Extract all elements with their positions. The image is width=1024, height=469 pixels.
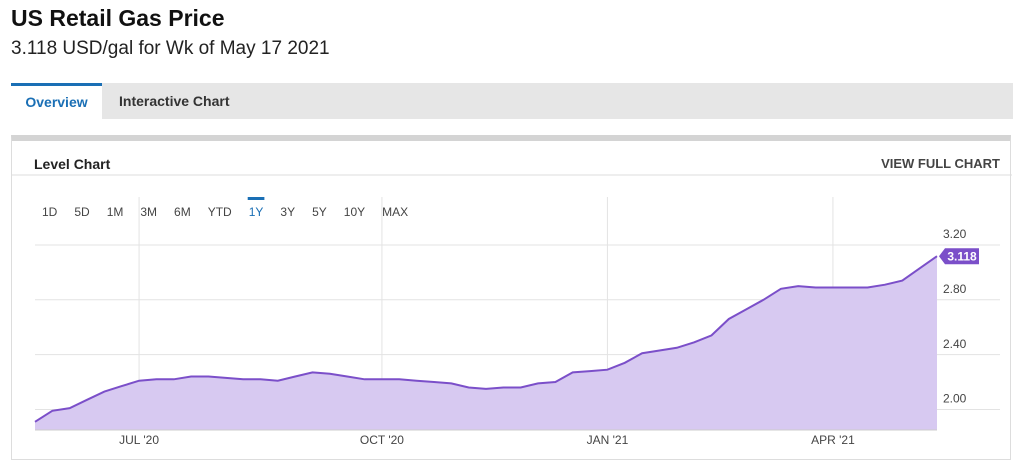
range-button[interactable]: 1M: [107, 205, 124, 219]
tab[interactable]: Interactive Chart: [119, 93, 230, 109]
tab-bar: Overview Interactive Chart: [11, 83, 1013, 119]
x-tick-label: JAN '21: [587, 433, 629, 447]
range-button[interactable]: 6M: [174, 205, 191, 219]
range-button[interactable]: 10Y: [344, 205, 365, 219]
page-title: US Retail Gas Price: [11, 5, 225, 31]
range-button[interactable]: 5Y: [312, 205, 327, 219]
active-indicator: [247, 197, 265, 200]
value-label: 3.118: [947, 249, 977, 263]
x-tick-label: APR '21: [811, 433, 855, 447]
tab[interactable]: Overview: [11, 83, 102, 119]
x-tick-label: OCT '20: [360, 433, 404, 447]
x-tick-label: JUL '20: [119, 433, 159, 447]
y-tick-label: 3.20: [943, 227, 967, 241]
view-full-chart[interactable]: VIEW FULL CHART: [881, 156, 1000, 171]
range-button[interactable]: MAX: [382, 205, 408, 219]
range-button[interactable]: 5D: [74, 205, 90, 219]
chart-card: Level Chart VIEW FULL CHART: [11, 135, 1011, 460]
page-subtitle: 3.118 USD/gal for Wk of May 17 2021: [11, 38, 330, 59]
range-button[interactable]: 1D: [42, 205, 58, 219]
y-tick-label: 2.40: [943, 337, 967, 351]
y-tick-label: 2.80: [943, 282, 967, 296]
y-tick-label: 2.00: [943, 392, 967, 406]
card-title: Level Chart: [34, 156, 111, 172]
value-badge: [939, 248, 979, 265]
area-fill: [35, 256, 937, 430]
range-button[interactable]: YTD: [208, 205, 232, 219]
range-button[interactable]: 3M: [140, 205, 157, 219]
line: [34, 255, 938, 423]
range-button[interactable]: 3Y: [280, 205, 295, 219]
range-button[interactable]: 1Y: [249, 205, 264, 219]
